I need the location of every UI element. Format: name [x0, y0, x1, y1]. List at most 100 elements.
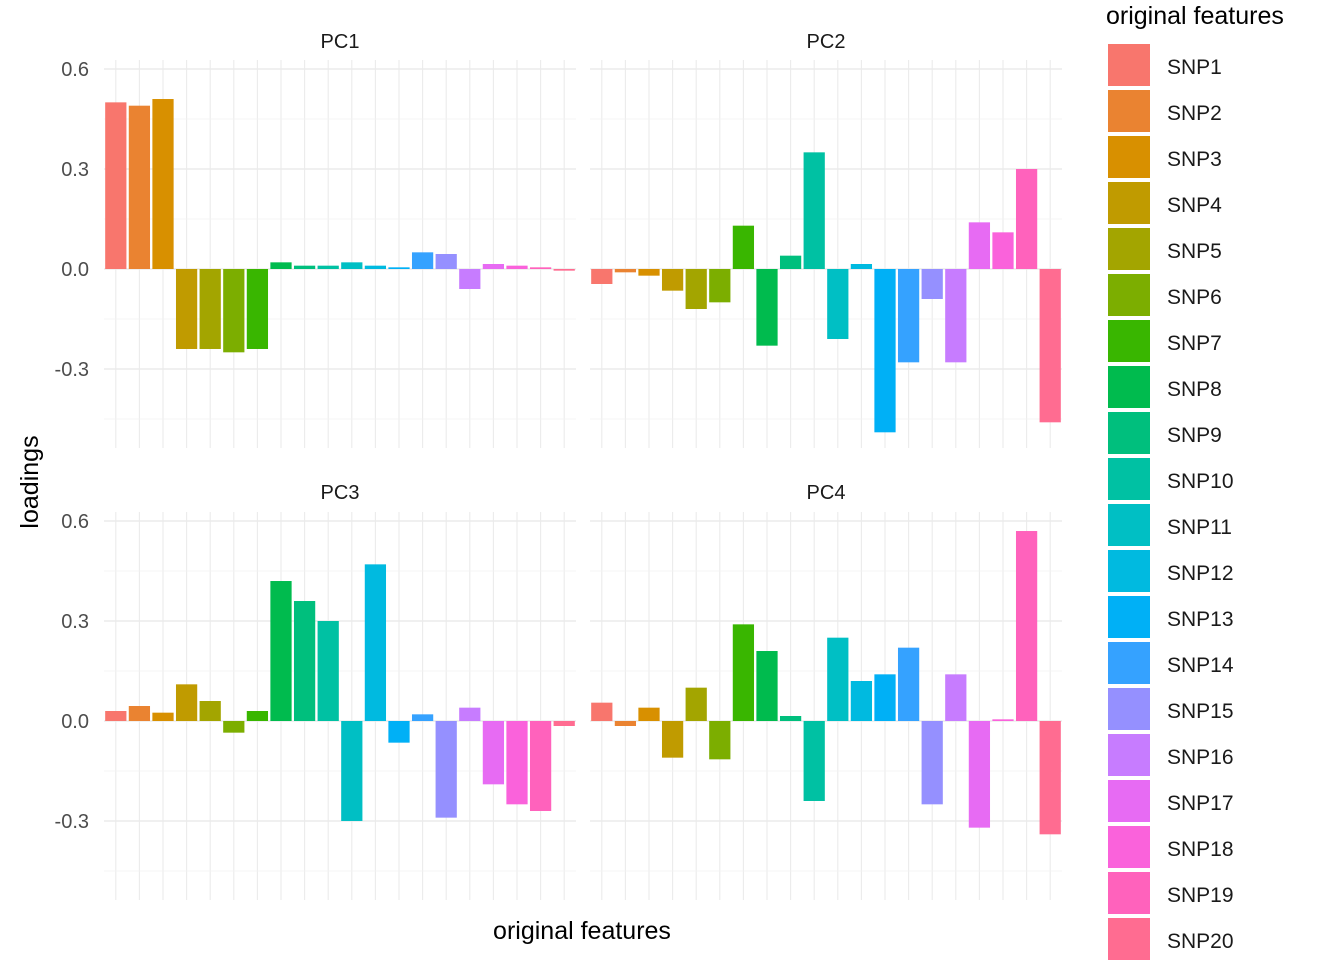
- legend-item: SNP16: [1108, 734, 1234, 776]
- bar-pc1-snp9: [293, 265, 316, 269]
- legend-item: SNP14: [1108, 642, 1234, 684]
- bar-pc1-snp17: [482, 264, 505, 269]
- y-tick-label: 0.0: [61, 259, 89, 281]
- bar-pc1-snp18: [506, 265, 528, 269]
- legend-item: SNP11: [1108, 504, 1232, 546]
- bar-pc4-snp15: [921, 721, 943, 805]
- bar-pc1-snp8: [270, 262, 292, 269]
- legend-label: SNP15: [1167, 700, 1234, 723]
- legend-key: [1108, 780, 1150, 822]
- legend-key: [1108, 596, 1150, 638]
- legend-label: SNP1: [1167, 56, 1222, 79]
- panel-pc2: PC2: [590, 31, 1062, 448]
- legend-label: SNP18: [1167, 838, 1234, 861]
- panel-pc4: PC4: [590, 482, 1062, 900]
- bar-pc3-snp5: [199, 701, 221, 721]
- bar-pc4-snp6: [709, 721, 731, 760]
- bar-pc2-snp20: [1039, 269, 1061, 423]
- legend-key: [1108, 550, 1150, 592]
- bar-pc3-snp8: [270, 581, 292, 721]
- legend-label: SNP3: [1167, 148, 1222, 171]
- legend-key: [1108, 504, 1150, 546]
- legend-label: SNP9: [1167, 424, 1222, 447]
- bar-pc1-snp13: [388, 267, 410, 269]
- bar-pc1-snp14: [411, 252, 434, 269]
- legend-item: SNP13: [1108, 596, 1234, 638]
- bar-pc4-snp18: [992, 719, 1014, 721]
- legend-key: [1108, 182, 1150, 224]
- bar-pc2-snp4: [661, 269, 684, 291]
- bar-pc3-snp3: [152, 712, 174, 721]
- bar-pc3-snp20: [553, 721, 575, 726]
- legend-label: SNP8: [1167, 378, 1222, 401]
- bar-pc4-snp3: [638, 707, 660, 721]
- bar-pc2-snp14: [897, 269, 920, 363]
- bar-pc2-snp5: [685, 269, 707, 309]
- y-tick-label: 0.3: [61, 611, 89, 633]
- bar-pc3-snp7: [246, 711, 269, 721]
- bar-pc3-snp10: [317, 621, 339, 721]
- bar-pc2-snp3: [638, 269, 660, 276]
- y-tick-label: -0.3: [55, 359, 89, 381]
- legend-item: SNP7: [1108, 320, 1222, 362]
- bar-pc3-snp17: [482, 721, 505, 785]
- bar-pc2-snp8: [756, 269, 778, 346]
- bar-pc3-snp9: [293, 601, 316, 721]
- legend-label: SNP13: [1167, 608, 1234, 631]
- legend-item: SNP20: [1108, 918, 1234, 960]
- bar-pc4-snp8: [756, 651, 778, 721]
- bar-pc3-snp2: [128, 706, 151, 721]
- x-axis-title: original features: [493, 917, 671, 945]
- bar-pc1-snp16: [459, 269, 481, 289]
- bar-pc4-snp7: [732, 624, 755, 721]
- y-axes: -0.3 0.0 0.3 0.6 -0.3 0.0 0.3 0.6: [55, 59, 89, 833]
- legend-key: [1108, 320, 1150, 362]
- legend-label: SNP5: [1167, 240, 1222, 263]
- facet-label: PC3: [321, 482, 360, 504]
- legend-key: [1108, 872, 1150, 914]
- bar-pc4-snp17: [968, 721, 991, 828]
- legend-key: [1108, 412, 1150, 454]
- legend-item: SNP10: [1108, 458, 1234, 500]
- legend-key: [1108, 918, 1150, 960]
- bar-pc1-snp15: [435, 254, 457, 269]
- bar-pc3-snp11: [341, 721, 363, 821]
- bar-pc2-snp9: [779, 255, 802, 269]
- legend-item: SNP3: [1108, 136, 1222, 178]
- facet-label: PC4: [807, 482, 846, 504]
- legend-key: [1108, 90, 1150, 132]
- bar-pc4-snp1: [591, 702, 613, 721]
- legend-key: [1108, 136, 1150, 178]
- bar-pc4-snp4: [661, 721, 684, 758]
- bar-pc3-snp14: [411, 714, 434, 721]
- bar-pc1-snp11: [341, 262, 363, 269]
- bar-pc4-snp12: [850, 681, 873, 721]
- bar-pc4-snp13: [874, 674, 896, 721]
- legend-label: SNP17: [1167, 792, 1234, 815]
- legend-item: SNP4: [1108, 182, 1222, 224]
- bar-pc3-snp16: [459, 707, 481, 721]
- legend-label: SNP16: [1167, 746, 1234, 769]
- legend-label: SNP7: [1167, 332, 1222, 355]
- bar-pc2-snp1: [591, 269, 613, 284]
- bar-pc1-snp20: [553, 269, 575, 271]
- facet-panels: PC1 PC2 PC3 PC4: [104, 31, 1062, 900]
- bar-pc2-snp19: [1015, 169, 1038, 269]
- legend-item: SNP18: [1108, 826, 1234, 868]
- bar-pc3-snp15: [435, 721, 457, 818]
- legend-title: original features: [1106, 2, 1284, 30]
- y-tick-label: 0.6: [61, 511, 89, 533]
- legend-key: [1108, 274, 1150, 316]
- bar-pc3-snp12: [364, 564, 387, 721]
- legend-item: SNP17: [1108, 780, 1234, 822]
- bar-pc1-snp2: [128, 105, 151, 269]
- bar-pc1-snp12: [364, 265, 387, 269]
- bar-pc2-snp12: [850, 264, 873, 269]
- bar-pc3-snp13: [388, 721, 410, 743]
- legend: original features SNP1SNP2SNP3SNP4SNP5SN…: [1106, 2, 1284, 960]
- legend-key: [1108, 366, 1150, 408]
- legend-item: SNP9: [1108, 412, 1222, 454]
- bar-pc1-snp5: [199, 269, 221, 349]
- bar-pc3-snp19: [529, 721, 552, 811]
